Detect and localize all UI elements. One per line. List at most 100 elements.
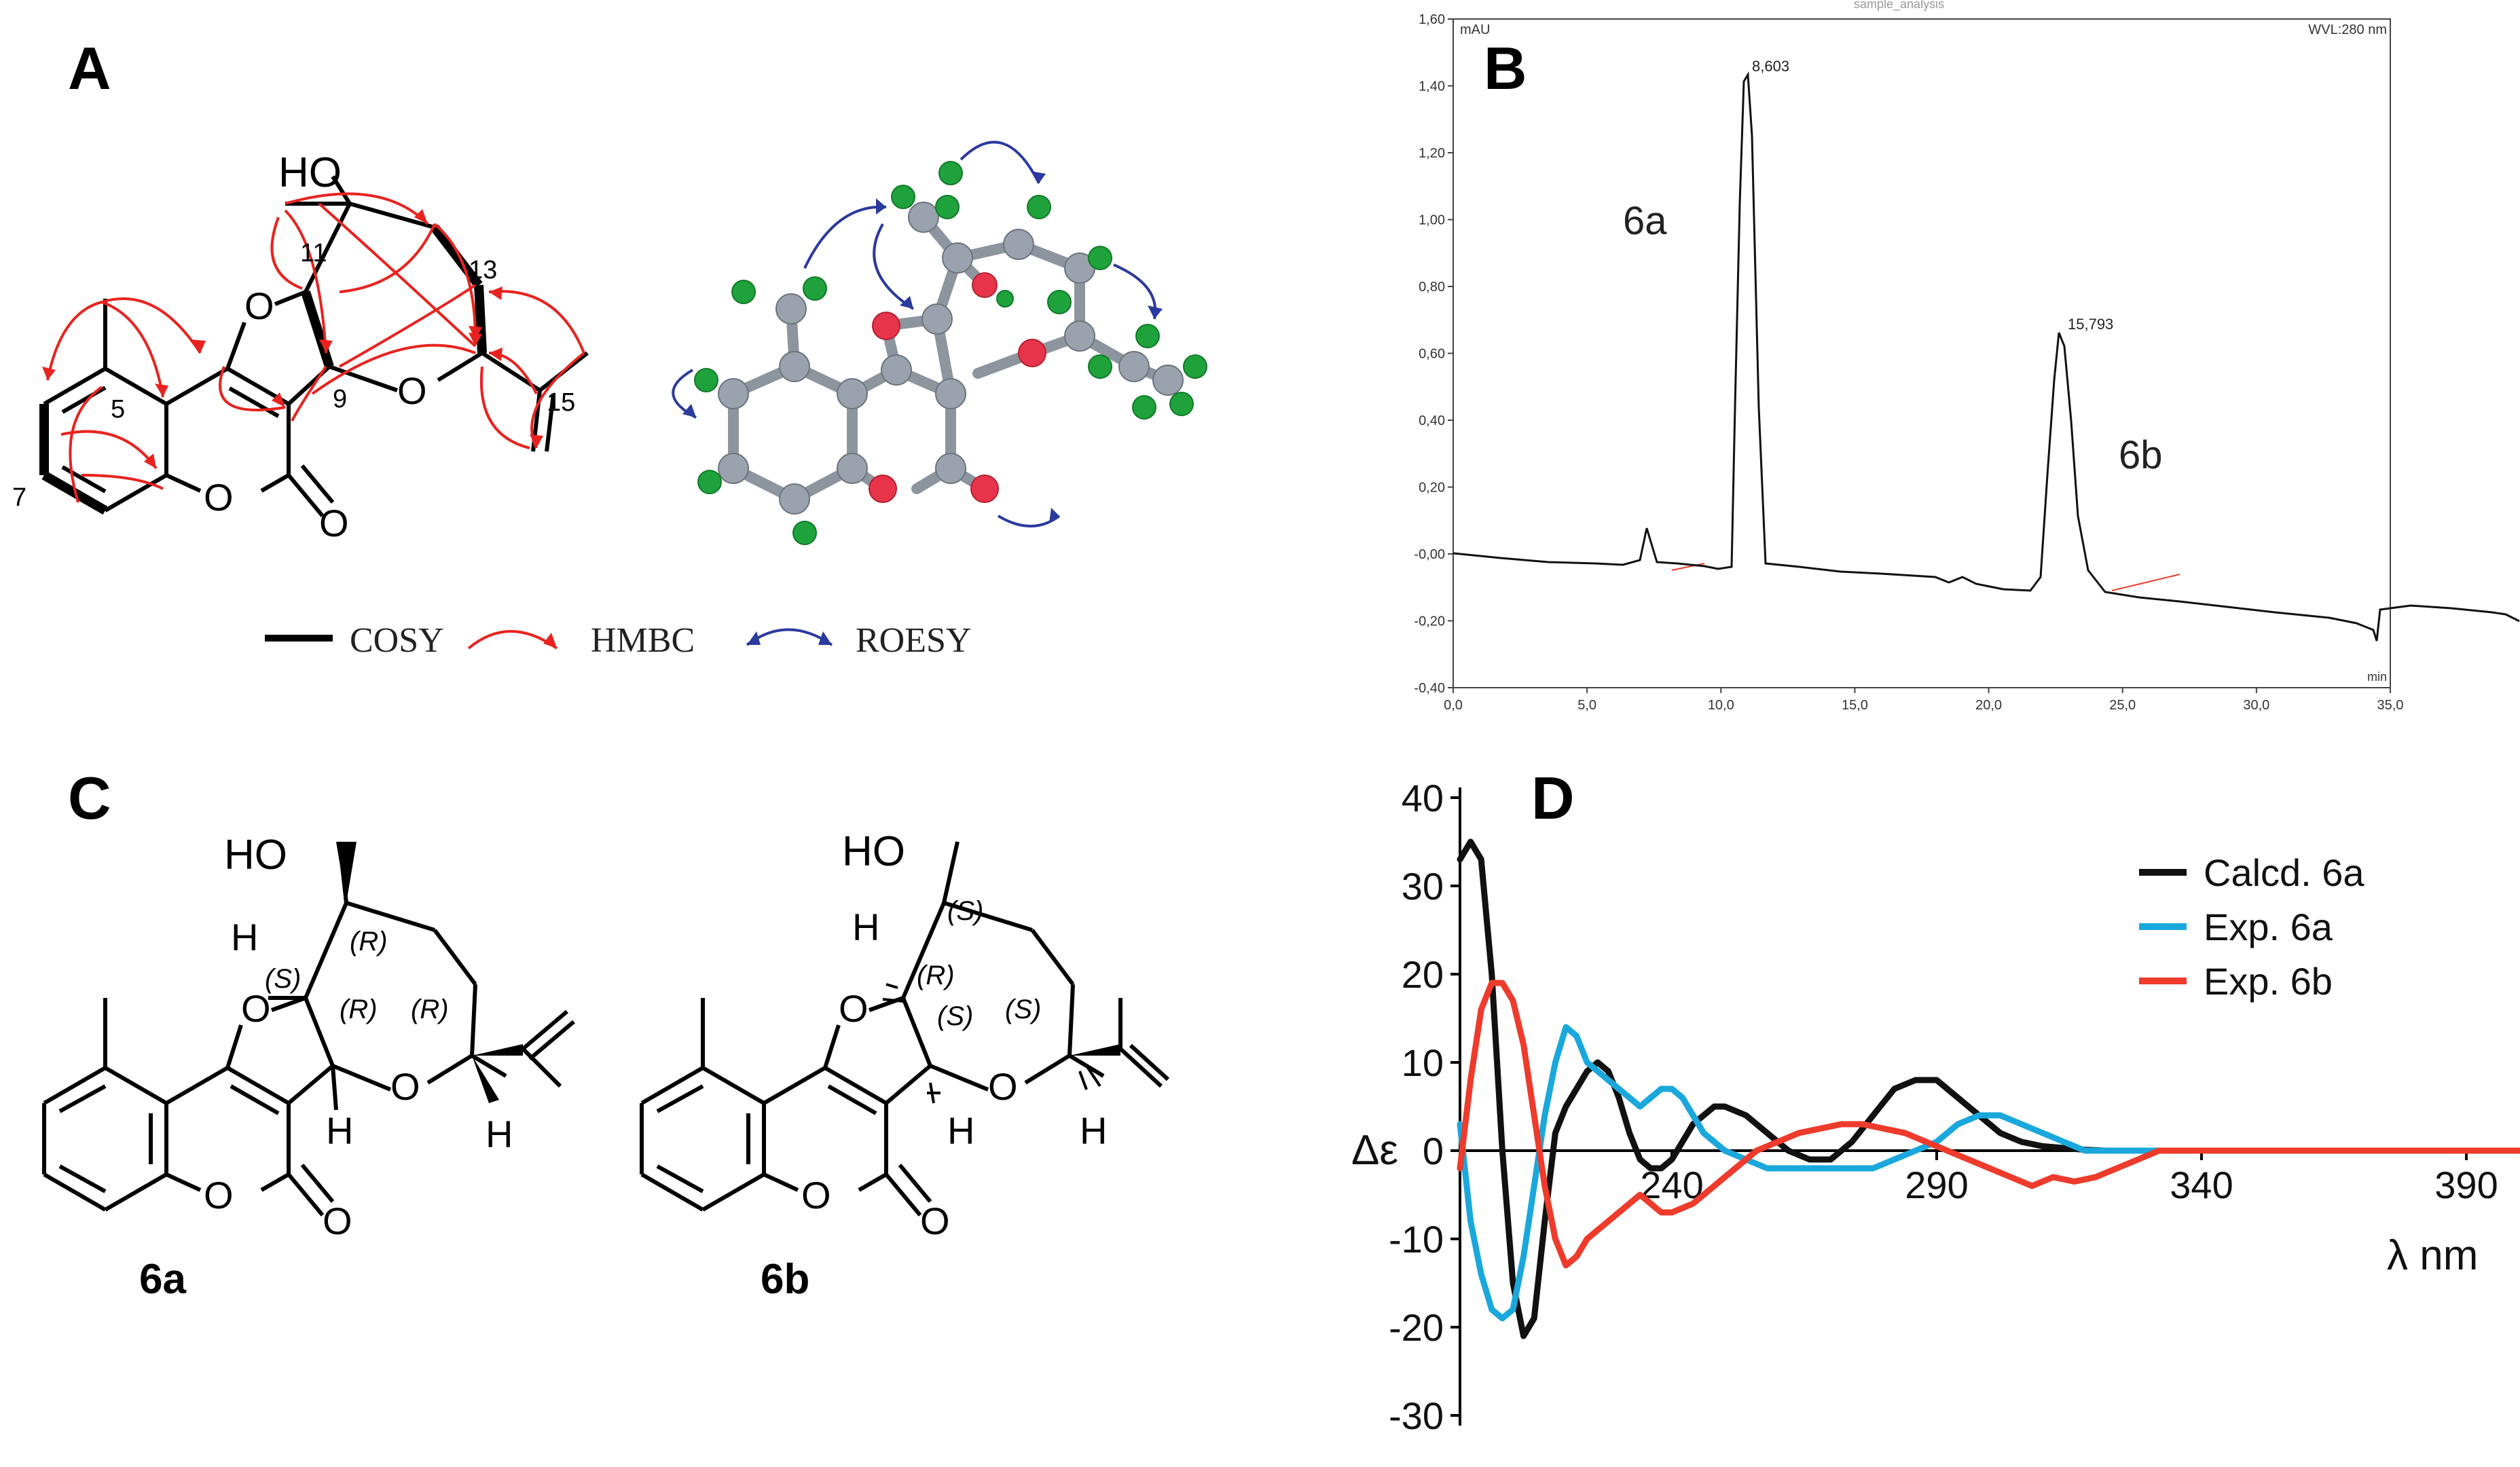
chrom-baseline-fit-6a [1671,563,1705,571]
c6a-o2: O [390,1065,420,1108]
atom-label-ho: HO [278,149,342,196]
compound-6a [42,841,575,1217]
cd-legend-label-calcd: Calcd. 6a [2204,851,2364,894]
c6a-r2: (R) [340,995,378,1024]
chrom-x-ticks: 0,0 5,0 10,0 15,0 20,0 25,0 30,0 35,0 [1444,688,2403,713]
cd-y-tick-label: -20 [1389,1306,1444,1349]
chrom-x-tick-label: 15,0 [1842,698,1868,713]
chrom-x-tick-label: 0,0 [1444,698,1463,713]
chrom-y-tick-label: 1,60 [1419,12,1445,27]
legend-hmbc-label: HMBC [591,621,695,660]
atom-number-11: 11 [300,239,327,267]
chrom-y-tick-label: 1,40 [1419,79,1445,94]
cd-x-tick-label: 290 [1905,1164,1968,1206]
cd-x-ticks: 240 290 340 390 [1640,1151,2498,1206]
atom-number-13: 13 [469,256,497,284]
atom-number-5: 5 [111,395,125,424]
chrom-y-tick-label: 0,60 [1419,347,1445,362]
chrom-y-ticks: 1,60 1,40 1,20 1,00 0,80 0,60 0,40 0,20 -0,00 -0,… [1414,12,1453,696]
chrom-x-tick-label: 20,0 [1975,698,2002,713]
chrom-y-tick-label: -0,40 [1414,681,1445,696]
c6b-o2: O [988,1065,1018,1108]
c6b-h2: H [947,1109,974,1152]
chrom-trace [1453,71,2520,642]
chrom-y-tick-label: -0,20 [1414,614,1445,629]
cd-x-tick-label: 340 [2170,1164,2233,1206]
cd-y-tick-label: 40 [1402,777,1444,819]
cd-y-tick-label: -30 [1389,1394,1444,1437]
chrom-y-tick-label: 1,20 [1419,146,1445,161]
chrom-peak-label-6a: 6a [1623,199,1667,243]
cd-x-label: λ nm [2387,1232,2478,1279]
wedge-6a-isopropenyl [472,1044,523,1056]
chrom-header-left: mAU [1460,22,1490,37]
c6b-h1: H [852,906,879,948]
cd-x-tick-label: 390 [2434,1164,2498,1206]
chrom-x-tick-label: 25,0 [2109,698,2136,713]
cd-series-line-1 [1457,1024,2520,1322]
c6a-h1: H [231,916,258,959]
wedge-6b-isopropenyl [1070,1044,1120,1056]
cd-legend: Calcd. 6a Exp. 6a Exp. 6b [2139,851,2364,1003]
panel-c-structures: HO H H H O O O O (S) (R) (R) (R) 6a HO H… [42,828,1170,1303]
hmbc-arrowheads [42,209,543,468]
chrom-baseline-fit-6b [2111,574,2180,591]
chrom-x-unit: min [2367,670,2387,684]
atom-label-o1: O [244,284,274,327]
c6a-h3: H [486,1113,513,1155]
atom-label-o4: O [319,502,349,544]
panel-a-structure: HO O O O O 5 7 9 11 13 15 [12,141,1207,660]
c6a-s1: (S) [265,964,301,994]
chrom-header-right: WVL:280 nm [2308,22,2387,37]
c6b-o4: O [920,1200,950,1242]
c6a-h2: H [326,1109,353,1152]
c6b-s1: (S) [947,896,983,926]
chrom-peak-rt-6b: 15,793 [2068,316,2113,333]
chrom-x-tick-label: 10,0 [1708,698,1734,713]
cd-y-tick-label: 0 [1423,1130,1444,1172]
atom-label-o2: O [397,369,427,412]
c6b-o1: O [839,987,869,1030]
compound-label-6b: 6b [761,1256,809,1303]
legend-roesy-label: ROESY [856,621,971,660]
chrom-x-tick-label: 35,0 [2377,698,2404,713]
c6b-r1: (R) [917,961,955,990]
panel-b-chromatogram: mAU sample_analysis WVL:280 nm min 1,601… [1414,0,2520,713]
chrom-y-tick-label: 1,00 [1419,213,1445,228]
atom-number-7: 7 [12,483,26,512]
c6a-r3: (R) [411,995,449,1024]
cd-y-label: Δε [1351,1127,1398,1174]
panel-label-b: B [1484,35,1527,102]
c6b-ho: HO [842,828,905,875]
atom-number-15: 15 [547,388,575,417]
wedge-6a-methyl [336,842,357,903]
c6a-o3: O [204,1174,234,1217]
chrom-y-tick-label: 0,80 [1419,280,1445,295]
chrom-x-tick-label: 5,0 [1577,698,1596,713]
legend-hmbc-swatch [467,630,558,650]
cd-legend-label-exp6a: Exp. 6a [2204,906,2333,948]
cd-y-ticks: 40 30 20 10 0 -10 -20 -30 [1389,777,1460,1437]
cd-series-line-2 [1457,980,2520,1269]
panel-a-legend: COSY HMBC ROESY [265,621,971,660]
molecule-2d-bonds [42,175,589,517]
cd-y-tick-label: 10 [1402,1041,1444,1084]
c6b-o3: O [801,1174,831,1217]
c6a-r1: (R) [350,927,388,957]
chrom-peak-rt-6a: 8,603 [1752,58,1789,75]
c6b-s2: (S) [937,1001,973,1031]
cd-y-tick-label: 20 [1402,953,1444,996]
compound-6b [640,841,1170,1217]
hash-6b [882,983,1101,1104]
chrom-x-tick-label: 30,0 [2243,698,2269,713]
cd-y-tick-label: -10 [1389,1218,1444,1261]
cd-y-tick-label: 30 [1402,865,1444,908]
c6b-s3: (S) [1005,995,1041,1024]
atom-number-9: 9 [333,385,347,413]
c6a-ho: HO [224,832,287,878]
chrom-peak-label-6b: 6b [2119,433,2163,477]
chrom-y-tick-label: 0,40 [1419,413,1445,428]
cd-legend-label-exp6b: Exp. 6b [2204,960,2333,1003]
chrom-y-tick-label: 0,20 [1419,481,1445,496]
c6b-h3: H [1080,1109,1107,1152]
